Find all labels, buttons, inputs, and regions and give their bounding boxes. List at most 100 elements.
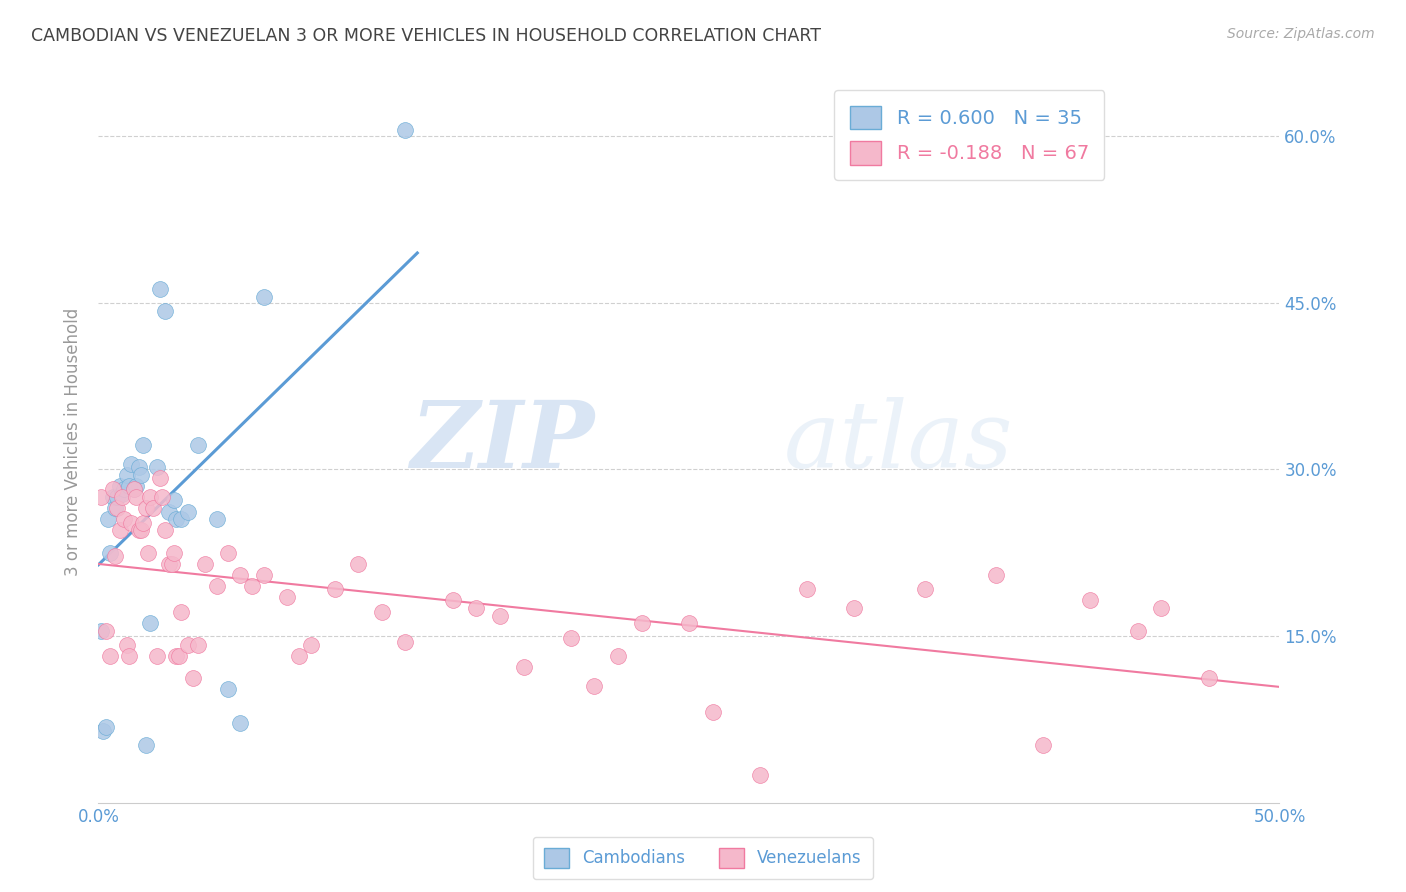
Point — [157, 505, 180, 519]
Point — [489, 609, 512, 624]
Point — [104, 501, 127, 516]
Point — [441, 593, 464, 607]
Text: atlas: atlas — [783, 397, 1012, 486]
Point — [111, 490, 134, 504]
Point — [90, 624, 112, 638]
Point — [512, 660, 534, 674]
Point — [678, 615, 700, 630]
Point — [135, 738, 157, 752]
Point — [125, 490, 148, 504]
Point — [121, 516, 143, 530]
Point — [112, 512, 135, 526]
Point — [153, 304, 176, 318]
Point — [165, 512, 187, 526]
Point — [167, 649, 190, 664]
Legend: R = 0.600   N = 35, R = -0.188   N = 67: R = 0.600 N = 35, R = -0.188 N = 67 — [834, 90, 1104, 180]
Point — [157, 557, 180, 571]
Point — [128, 524, 150, 538]
Point — [177, 638, 200, 652]
Point — [160, 557, 183, 571]
Point — [194, 557, 217, 571]
Point — [136, 546, 159, 560]
Point — [139, 490, 162, 504]
Point — [583, 679, 606, 693]
Point — [205, 579, 228, 593]
Point — [91, 723, 114, 738]
Point — [108, 479, 131, 493]
Point — [115, 638, 138, 652]
Point — [94, 720, 117, 734]
Point — [1126, 624, 1149, 638]
Text: CAMBODIAN VS VENEZUELAN 3 OR MORE VEHICLES IN HOUSEHOLD CORRELATION CHART: CAMBODIAN VS VENEZUELAN 3 OR MORE VEHICL… — [31, 27, 821, 45]
Point — [465, 601, 488, 615]
Point — [115, 467, 138, 482]
Point — [94, 624, 117, 638]
Point — [844, 601, 866, 615]
Point — [1032, 738, 1054, 752]
Point — [132, 438, 155, 452]
Point — [607, 649, 630, 664]
Point — [984, 568, 1007, 582]
Point — [702, 705, 724, 719]
Point — [217, 546, 239, 560]
Point — [105, 490, 128, 504]
Point — [118, 649, 141, 664]
Text: ZIP: ZIP — [411, 397, 595, 486]
Point — [1198, 671, 1220, 685]
Point — [371, 605, 394, 619]
Point — [253, 568, 276, 582]
Point — [394, 123, 416, 137]
Point — [111, 487, 134, 501]
Point — [181, 671, 204, 685]
Point — [163, 493, 186, 508]
Point — [146, 460, 169, 475]
Point — [128, 460, 150, 475]
Point — [630, 615, 652, 630]
Point — [1150, 601, 1173, 615]
Point — [323, 582, 346, 597]
Point — [299, 638, 322, 652]
Point — [288, 649, 311, 664]
Point — [90, 490, 112, 504]
Point — [135, 501, 157, 516]
Point — [98, 649, 121, 664]
Point — [98, 546, 121, 560]
Point — [229, 715, 252, 730]
Point — [118, 479, 141, 493]
Point — [394, 634, 416, 648]
Point — [149, 471, 172, 485]
Point — [229, 568, 252, 582]
Point — [170, 512, 193, 526]
Point — [165, 649, 187, 664]
Point — [187, 638, 209, 652]
Point — [125, 479, 148, 493]
Point — [217, 682, 239, 697]
Point — [129, 524, 152, 538]
Point — [122, 483, 145, 497]
Y-axis label: 3 or more Vehicles in Household: 3 or more Vehicles in Household — [63, 308, 82, 575]
Point — [163, 546, 186, 560]
Point — [253, 290, 276, 304]
Point — [146, 649, 169, 664]
Point — [1080, 593, 1102, 607]
Point — [139, 615, 162, 630]
Point — [105, 501, 128, 516]
Point — [122, 483, 145, 497]
Point — [149, 282, 172, 296]
Point — [121, 457, 143, 471]
Point — [560, 632, 582, 646]
Point — [153, 524, 176, 538]
Point — [129, 467, 152, 482]
Text: Source: ZipAtlas.com: Source: ZipAtlas.com — [1227, 27, 1375, 41]
Point — [205, 512, 228, 526]
Point — [276, 590, 298, 604]
Point — [187, 438, 209, 452]
Point — [347, 557, 370, 571]
Point — [108, 524, 131, 538]
Point — [170, 605, 193, 619]
Point — [132, 516, 155, 530]
Point — [240, 579, 263, 593]
Point — [104, 549, 127, 563]
Point — [101, 483, 124, 497]
Point — [796, 582, 818, 597]
